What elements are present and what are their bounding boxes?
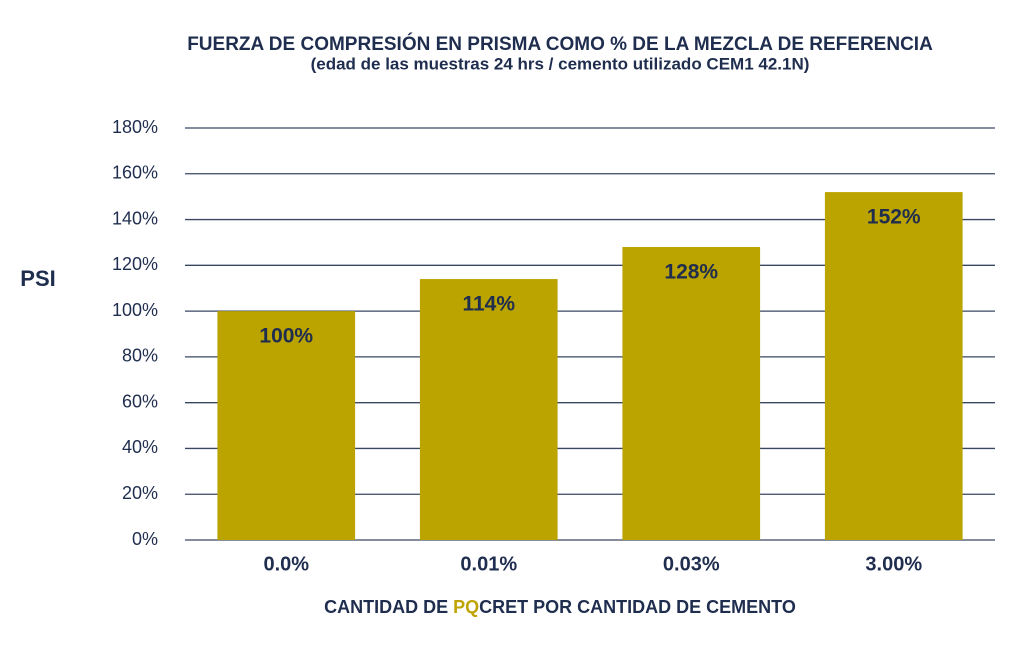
x-axis-label: CANTIDAD DE PQCRET POR CANTIDAD DE CEMEN… (324, 597, 796, 617)
y-tick-label: 120% (112, 254, 158, 274)
bar (622, 247, 761, 540)
x-tick-label: 3.00% (865, 553, 922, 575)
value-label: 128% (664, 261, 718, 284)
chart-subtitle: (edad de las muestras 24 hrs / cemento u… (311, 54, 810, 73)
x-axis-label-part: CRET POR CANTIDAD DE CEMENTO (479, 597, 796, 617)
y-tick-label: 140% (112, 208, 158, 228)
y-tick-label: 0% (132, 529, 158, 549)
x-axis-label-highlight: PQ (453, 597, 479, 617)
y-tick-label: 20% (122, 483, 158, 503)
x-tick-label: 0.01% (460, 553, 517, 575)
y-tick-label: 60% (122, 391, 158, 411)
value-label: 152% (867, 206, 921, 229)
y-tick-label: 100% (112, 300, 158, 320)
bar (217, 311, 356, 540)
x-tick-label: 0.03% (663, 553, 720, 575)
x-axis-label-part: CANTIDAD DE (324, 597, 453, 617)
bar (824, 192, 963, 541)
chart-title: FUERZA DE COMPRESIÓN EN PRISMA COMO % DE… (187, 33, 933, 55)
y-tick-label: 180% (112, 117, 158, 137)
x-tick-label: 0.0% (263, 553, 309, 575)
value-label: 100% (259, 325, 313, 348)
bar (419, 279, 558, 540)
y-axis-label: PSI (20, 266, 55, 291)
y-tick-label: 160% (112, 163, 158, 183)
value-label: 114% (462, 293, 515, 316)
y-tick-label: 80% (122, 346, 158, 366)
y-tick-label: 40% (122, 437, 158, 457)
